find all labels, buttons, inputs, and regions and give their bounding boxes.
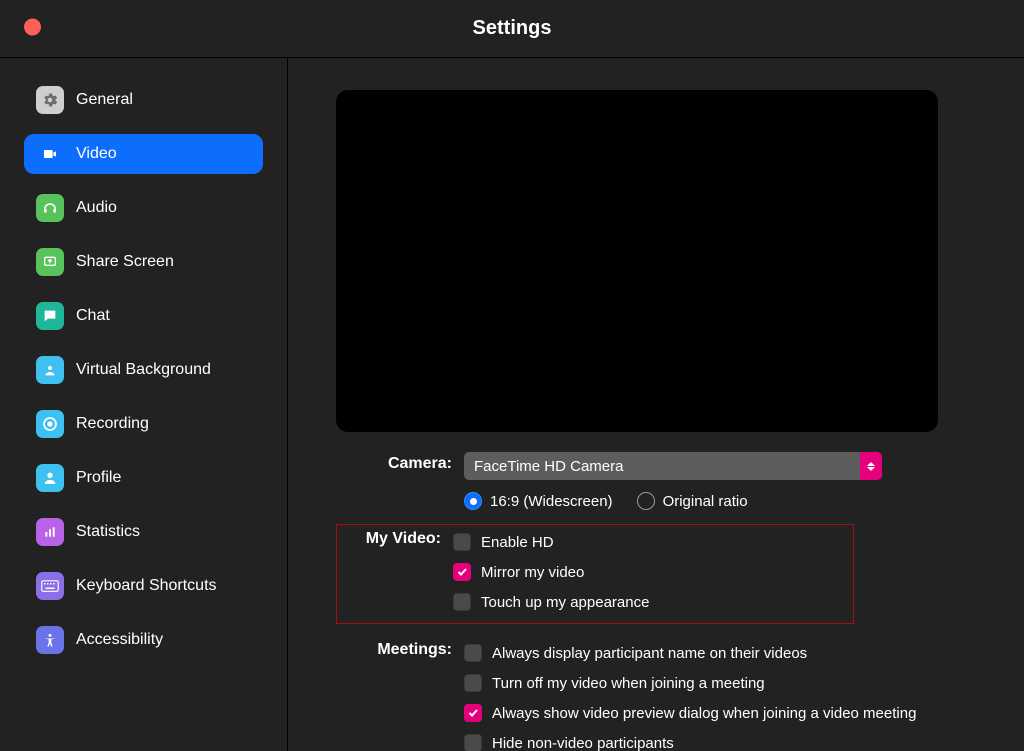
camera-select-value: FaceTime HD Camera [474, 458, 623, 475]
camera-row: Camera: FaceTime HD Camera 16:9 (Widescr… [336, 452, 992, 516]
content: General Video Audio Share Screen Chat Virtual… [0, 58, 1024, 751]
radio-widescreen[interactable] [464, 492, 482, 510]
chat-icon [36, 302, 64, 330]
sidebar-item-recording[interactable]: Recording [24, 404, 263, 444]
video-preview [336, 90, 938, 432]
checkbox-preview[interactable] [464, 704, 482, 722]
select-arrows-icon [860, 452, 882, 480]
checkbox-label-names: Always display participant name on their… [492, 645, 807, 662]
a11y-icon [36, 626, 64, 654]
sidebar-item-a11y[interactable]: Accessibility [24, 620, 263, 660]
checkbox-row-names: Always display participant name on their… [464, 638, 992, 668]
sidebar-item-label: Recording [76, 415, 149, 433]
stats-icon [36, 518, 64, 546]
aspect-ratio-group: 16:9 (Widescreen) Original ratio [464, 486, 992, 516]
general-icon [36, 86, 64, 114]
sidebar-item-label: Accessibility [76, 631, 163, 649]
radio-original-label: Original ratio [663, 493, 748, 510]
checkbox-row-hidenv: Hide non-video participants [464, 728, 992, 751]
sidebar-item-label: Virtual Background [76, 361, 211, 379]
sidebar-item-stats[interactable]: Statistics [24, 512, 263, 552]
highlight-box: My Video: Enable HD Mirror my video Touch … [336, 524, 854, 624]
sidebar-item-label: Video [76, 145, 117, 163]
settings-window: Settings General Video Audio Share Screen Ch… [0, 0, 1024, 751]
sidebar: General Video Audio Share Screen Chat Virtual… [0, 58, 288, 751]
checkbox-label-touchup: Touch up my appearance [481, 594, 649, 611]
checkbox-label-offjoin: Turn off my video when joining a meeting [492, 675, 765, 692]
share-icon [36, 248, 64, 276]
video-icon [36, 140, 64, 168]
keyboard-icon [36, 572, 64, 600]
radio-widescreen-label: 16:9 (Widescreen) [490, 493, 613, 510]
checkbox-row-offjoin: Turn off my video when joining a meeting [464, 668, 992, 698]
checkbox-names[interactable] [464, 644, 482, 662]
checkbox-label-mirror: Mirror my video [481, 564, 584, 581]
vbg-icon [36, 356, 64, 384]
myvideo-row: My Video: Enable HD Mirror my video Touch … [336, 522, 992, 632]
sidebar-item-keyboard[interactable]: Keyboard Shortcuts [24, 566, 263, 606]
sidebar-item-label: Chat [76, 307, 110, 325]
meetings-row: Meetings: Always display participant nam… [336, 638, 992, 751]
sidebar-item-general[interactable]: General [24, 80, 263, 120]
sidebar-item-label: Profile [76, 469, 121, 487]
sidebar-item-video[interactable]: Video [24, 134, 263, 174]
checkbox-row-touchup: Touch up my appearance [453, 587, 853, 617]
audio-icon [36, 194, 64, 222]
sidebar-item-audio[interactable]: Audio [24, 188, 263, 228]
checkbox-label-hd: Enable HD [481, 534, 554, 551]
page-title: Settings [0, 17, 1024, 40]
sidebar-item-label: General [76, 91, 133, 109]
sidebar-item-vbg[interactable]: Virtual Background [24, 350, 263, 390]
sidebar-item-profile[interactable]: Profile [24, 458, 263, 498]
window-controls [24, 18, 41, 39]
checkbox-touchup[interactable] [453, 593, 471, 611]
checkbox-row-hd: Enable HD [453, 527, 853, 557]
camera-select[interactable]: FaceTime HD Camera [464, 452, 882, 480]
checkbox-label-hidenv: Hide non-video participants [492, 735, 674, 751]
checkbox-hidenv[interactable] [464, 734, 482, 751]
main-panel: Camera: FaceTime HD Camera 16:9 (Widescr… [288, 58, 1024, 751]
checkbox-offjoin[interactable] [464, 674, 482, 692]
sidebar-item-label: Audio [76, 199, 117, 217]
profile-icon [36, 464, 64, 492]
camera-label: Camera: [336, 452, 464, 473]
close-icon[interactable] [24, 18, 41, 35]
checkbox-label-preview: Always show video preview dialog when jo… [492, 705, 916, 722]
checkbox-row-preview: Always show video preview dialog when jo… [464, 698, 992, 728]
sidebar-item-chat[interactable]: Chat [24, 296, 263, 336]
checkbox-hd[interactable] [453, 533, 471, 551]
myvideo-label: My Video: [337, 527, 453, 617]
recording-icon [36, 410, 64, 438]
sidebar-item-label: Share Screen [76, 253, 174, 271]
meetings-label: Meetings: [336, 638, 464, 659]
radio-original[interactable] [637, 492, 655, 510]
sidebar-item-share[interactable]: Share Screen [24, 242, 263, 282]
sidebar-item-label: Statistics [76, 523, 140, 541]
sidebar-item-label: Keyboard Shortcuts [76, 577, 217, 595]
titlebar: Settings [0, 0, 1024, 58]
checkbox-mirror[interactable] [453, 563, 471, 581]
checkbox-row-mirror: Mirror my video [453, 557, 853, 587]
